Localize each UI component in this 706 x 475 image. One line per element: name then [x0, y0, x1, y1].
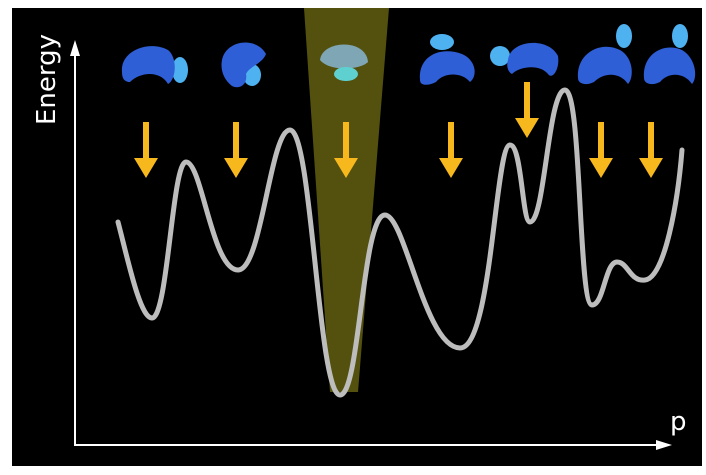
protein-part: [334, 67, 358, 81]
y-axis-label: Energy: [32, 34, 62, 125]
diagram: Energy p: [0, 0, 706, 475]
protein-part: [430, 34, 454, 50]
protein-part: [616, 24, 632, 48]
page: Energy p (() => { const data = JSON.pars…: [0, 0, 706, 475]
x-axis-label: p: [670, 407, 687, 437]
protein-part: [490, 46, 510, 66]
protein-part: [672, 24, 688, 48]
